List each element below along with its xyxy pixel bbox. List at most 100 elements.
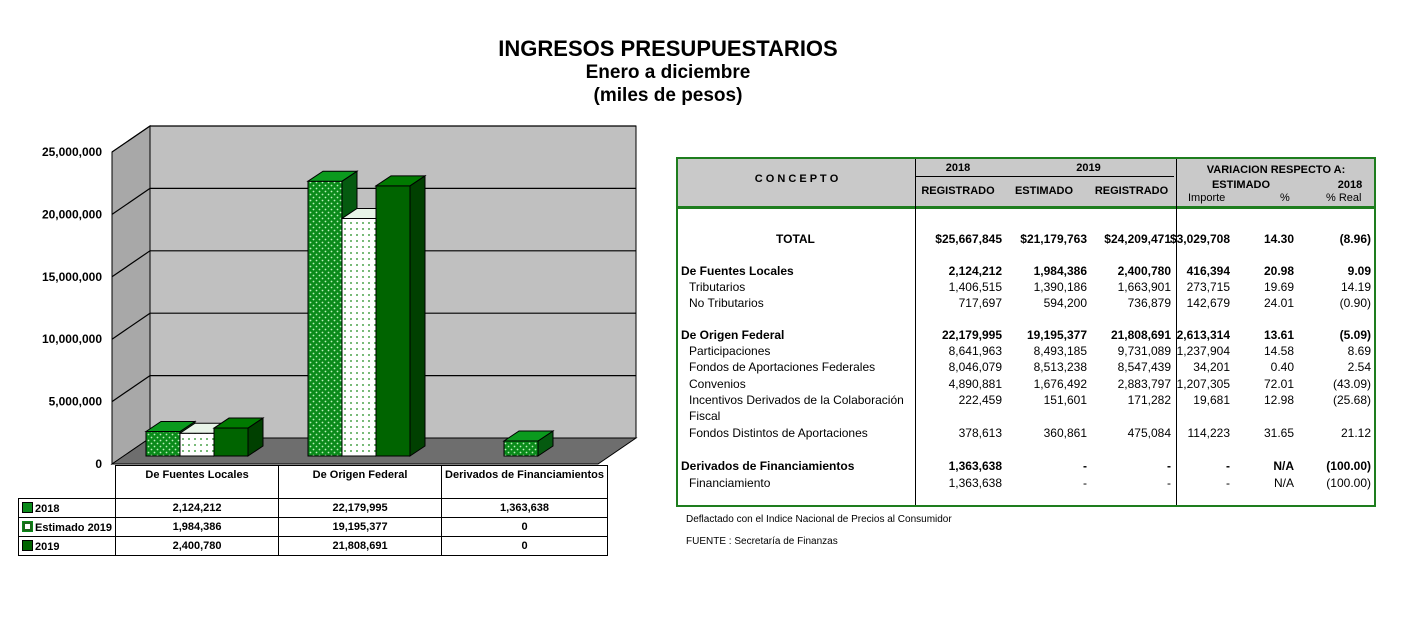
row-value: 1,363,638 (948, 459, 1002, 473)
legend-key-estimado-2019 (22, 520, 33, 532)
row-value: 8,513,238 (1033, 360, 1087, 374)
note-fuente: FUENTE : Secretaría de Finanzas (686, 536, 838, 547)
row-concept: De Fuentes Locales (681, 264, 794, 278)
header-pct-real: % Real (1326, 192, 1362, 204)
row-value: 19,195,377 (1026, 328, 1087, 342)
row-value: 151,601 (1043, 393, 1087, 407)
chart-table-cell: 0 (441, 536, 608, 556)
row-value: 171,282 (1127, 393, 1171, 407)
row-concept: Tributarios (689, 280, 746, 294)
row-value: $21,179,763 (1020, 232, 1087, 246)
row-value: 13.61 (1263, 328, 1294, 342)
y-tick-label: 20,000,000 (42, 207, 102, 221)
y-tick-label: 0 (95, 457, 102, 468)
row-value: 4,890,881 (948, 377, 1002, 391)
row-value: 8,547,439 (1117, 360, 1171, 374)
header-registrado-2019: REGISTRADO (1094, 185, 1169, 197)
row-value: 1,237,904 (1176, 344, 1230, 358)
table-row: Tributarios 1,406,515 1,390,186 1,663,901 27… (678, 279, 1374, 295)
row-value: 222,459 (958, 393, 1002, 407)
page-title-block: INGRESOS PRESUPUESTARIOS Enero a diciemb… (0, 36, 1336, 108)
row-value: 2,883,797 (1117, 377, 1171, 391)
row-value: 360,861 (1043, 426, 1087, 440)
chart-table-col-0: De Fuentes Locales (115, 465, 280, 499)
row-value: 114,223 (1187, 426, 1231, 440)
row-value: - (1083, 476, 1087, 490)
bar-top (212, 417, 265, 429)
y-tick-label: 10,000,000 (42, 332, 102, 346)
row-value: 24.01 (1263, 296, 1294, 310)
row-concept: Participaciones (689, 344, 771, 358)
bar-2018 (145, 430, 181, 457)
gridline (111, 187, 636, 215)
gridline (111, 125, 636, 153)
row-concept: Incentivos Derivados de la Colaboración (689, 393, 904, 407)
header-var-2018: 2018 (1337, 179, 1363, 191)
row-concept: Derivados de Financiamientos (681, 459, 855, 473)
row-value: 1,676,492 (1033, 377, 1087, 391)
table-row: De Fuentes Locales 2,124,212 1,984,386 2,40… (678, 263, 1374, 279)
chart-table-col-1: De Origen Federal (278, 465, 443, 499)
row-value: 1,390,186 (1033, 280, 1087, 294)
row-value: 72.01 (1263, 377, 1294, 391)
bar-chart: 0 5,000,000 10,000,000 15,000,000 20,000,000… (42, 125, 638, 468)
chart-side-wall (111, 125, 151, 465)
header-var-estimado: ESTIMADO (1211, 179, 1271, 191)
row-value: - (1083, 459, 1087, 473)
chart-table-col-2: Derivados de Financiamientos (441, 465, 608, 499)
row-value: 8.69 (1347, 344, 1371, 358)
row-value: (100.00) (1326, 476, 1371, 490)
table-row: Derivados de Financiamientos 1,363,638 - - -… (678, 458, 1374, 474)
chart-table-cell: 21,808,691 (278, 536, 443, 556)
y-tick-label: 5,000,000 (49, 395, 103, 409)
row-value: 2.54 (1347, 360, 1371, 374)
chart-data-table-header: De Fuentes Locales De Origen Federal Der… (19, 465, 608, 499)
row-value: $3,029,708 (1169, 232, 1230, 246)
y-tick-label: 25,000,000 (42, 145, 102, 159)
row-value: 2,124,212 (948, 264, 1002, 278)
row-value: N/A (1273, 459, 1294, 473)
bar-top (306, 170, 359, 182)
row-value: 12.98 (1263, 393, 1294, 407)
row-concept: Financiamiento (689, 476, 771, 490)
row-value: 31.65 (1263, 426, 1294, 440)
chart-table-row: Estimado 2019 1,984,386 19,195,377 0 (17, 517, 608, 537)
row-value: 21,808,691 (1110, 328, 1171, 342)
table-row: Participaciones 8,641,963 8,493,185 9,731,0… (678, 343, 1374, 359)
row-value: 273,715 (1186, 280, 1230, 294)
header-importe: Importe (1188, 192, 1226, 204)
bar-2018 (503, 440, 539, 457)
row-value: 2,613,314 (1176, 328, 1230, 342)
page-subtitle-units: (miles de pesos) (593, 85, 743, 106)
chart-table-cell: 19,195,377 (278, 517, 443, 537)
chart-table-cell: 0 (441, 517, 608, 537)
row-value: 14.58 (1263, 344, 1294, 358)
row-value: 1,984,386 (1033, 264, 1087, 278)
note-deflactado: Deflactado con el Indice Nacional de Pre… (686, 514, 952, 525)
bar-top (502, 430, 555, 442)
chart-data-table: De Fuentes Locales De Origen Federal Der… (17, 465, 608, 556)
gridline (111, 375, 636, 403)
row-value: (43.09) (1332, 377, 1371, 391)
header-divider (915, 176, 1174, 177)
row-value: 34,201 (1193, 360, 1230, 374)
bar-side (409, 174, 426, 457)
gridline (111, 250, 636, 278)
row-value: 19,681 (1193, 393, 1230, 407)
chart-table-cell: 1,984,386 (115, 517, 280, 537)
row-value: 1,406,515 (948, 280, 1002, 294)
table-row: Incentivos Derivados de la Colaboración F… (678, 392, 1374, 423)
header-registrado-2018: REGISTRADO (921, 185, 995, 197)
row-value: N/A (1273, 476, 1294, 490)
row-value: 21.12 (1340, 426, 1371, 440)
legend-key-2019 (22, 539, 33, 551)
row-value: - (1226, 476, 1230, 490)
row-value: 22,179,995 (941, 328, 1002, 342)
page-subtitle-period: Enero a diciembre (585, 62, 751, 83)
chart-table-row: 2019 2,400,780 21,808,691 0 (17, 536, 608, 556)
row-value: 1,363,638 (948, 476, 1002, 490)
row-value: 9.09 (1347, 264, 1371, 278)
row-value: 19.69 (1263, 280, 1294, 294)
row-value: (5.09) (1339, 328, 1371, 342)
financial-table-header: C O N C E P T O 2018 2019 VARIACION RESP… (678, 159, 1374, 209)
